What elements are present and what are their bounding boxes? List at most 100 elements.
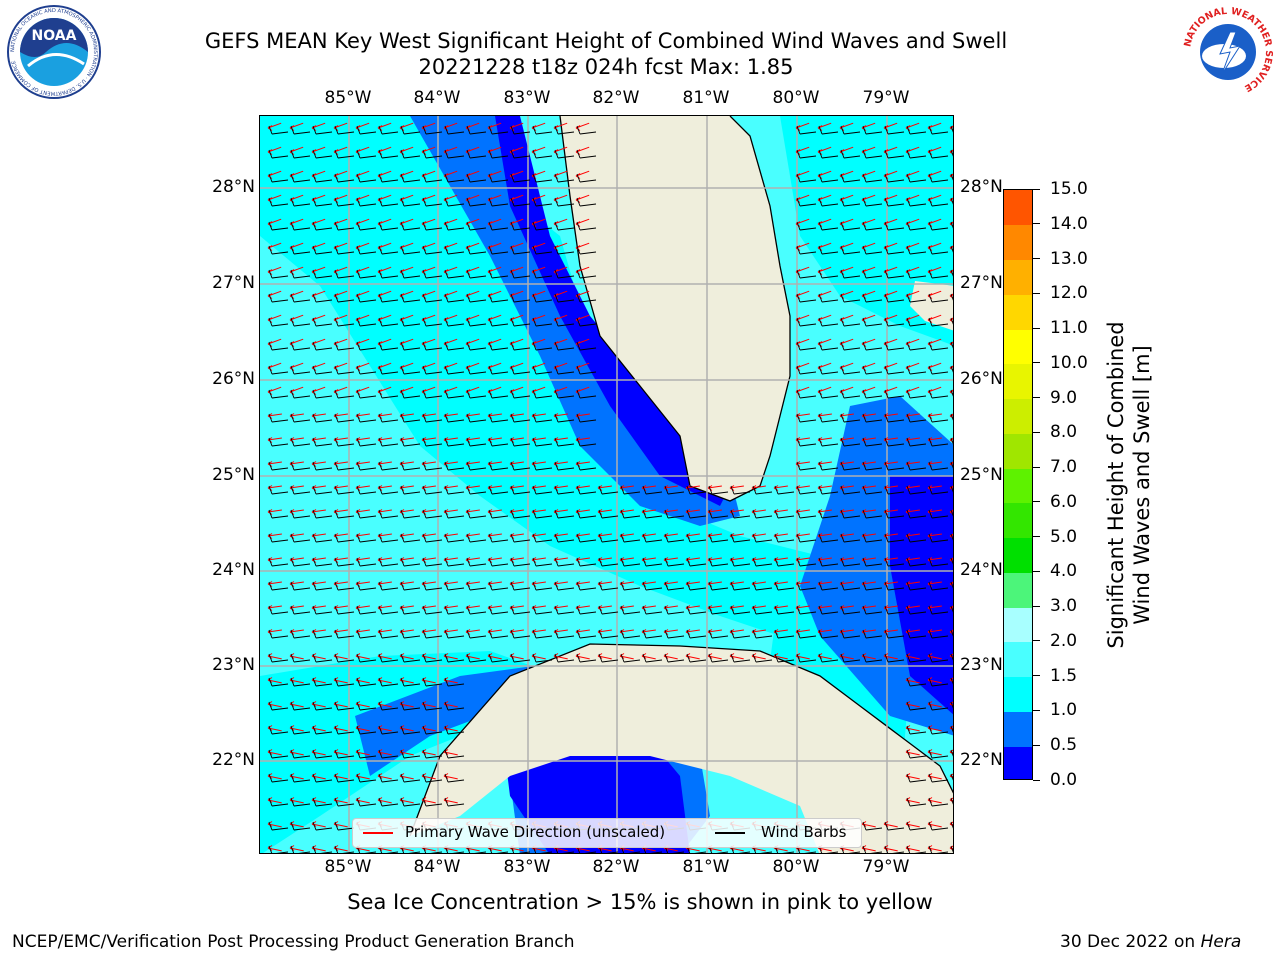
wind-barb [268,125,289,135]
wind-barb [884,581,905,591]
wave-arrow [773,533,788,537]
wind-barb [840,509,861,519]
colorbar-tick-mark [1033,223,1040,225]
wind-barb [840,581,861,591]
wind-barb [532,629,553,639]
wind-barb [928,317,949,327]
wind-barb [268,725,289,735]
wind-barb [422,701,443,711]
wave-arrow [905,557,920,561]
wind-barb [796,365,817,375]
wind-barb [796,341,817,351]
wind-barb [708,605,729,615]
wind-barb [950,509,953,517]
wind-barb [598,629,619,639]
wind-barb [268,149,289,159]
wind-barb [356,389,377,399]
wind-barb [576,389,597,399]
wind-barb [488,581,509,591]
wave-arrow [729,605,744,609]
wave-arrow [355,437,370,441]
wind-barb [686,629,707,639]
wind-barb [862,197,883,207]
wind-barb [554,437,575,447]
wind-barb [444,293,465,303]
wind-barb [466,485,487,495]
wave-arrow [289,557,304,561]
colorbar-tick-label: 6.0 [1050,491,1078,512]
wave-arrow [377,509,392,513]
colorbar-segment [1004,398,1032,434]
wind-barb [312,509,333,519]
wave-arrow [333,629,348,633]
wind-barb [818,413,839,423]
wind-barb [422,221,443,231]
wind-barb [796,629,817,639]
cuba-land [410,644,953,853]
wave-arrow [333,437,348,441]
wind-barb [532,341,553,351]
wind-barb [510,485,531,495]
wave-arrow [773,629,788,633]
wind-barb [840,341,861,351]
cuba-coastline [409,643,953,837]
wind-barb [466,605,487,615]
wind-barb [400,509,421,519]
sea-ice-note: Sea Ice Concentration > 15% is shown in … [347,890,933,914]
wave-arrow [267,413,282,417]
wave-arrow [949,583,953,585]
wind-barb [752,485,773,495]
wind-barb [400,221,421,231]
colorbar-tick-mark [1033,258,1040,260]
wind-barb [510,653,531,663]
wind-barb [422,173,443,183]
wind-barb [950,773,953,781]
wind-barb [796,437,817,447]
wind-barb [752,629,773,639]
wave-arrow [575,581,590,585]
wind-barb [466,629,487,639]
wind-barb [686,533,707,543]
wave-band-0.0-east [890,476,953,715]
wave-arrow [861,413,876,417]
colorbar-segment [1004,259,1032,295]
colorbar-segment [1004,190,1032,226]
wind-barb [268,773,289,783]
wave-arrow [751,557,766,561]
colorbar-tick-mark [1033,675,1040,677]
wind-barb [334,749,355,759]
wind-barb [620,653,641,663]
colorbar-tick-label: 11.0 [1050,318,1088,339]
wind-barb [928,725,949,735]
wave-arrow [817,413,832,417]
wind-barb [466,557,487,567]
wind-barb [488,413,509,423]
map-legend: Primary Wave Direction (unscaled) Wind B… [352,818,862,848]
wind-barb [906,269,927,279]
wave-arrow [641,485,656,489]
colorbar-tick-mark [1033,744,1040,746]
wind-barb [312,629,333,639]
wind-barb [488,509,509,519]
wind-barb [444,461,465,471]
wind-barb [532,245,553,255]
wind-barb [334,629,355,639]
wind-barb [554,269,575,279]
wind-barb [554,173,575,183]
wind-barb [906,125,927,135]
wind-barb [576,269,597,279]
wave-arrow [729,557,744,561]
lat-tick-label: 25°N [212,465,255,485]
wave-arrow [795,533,810,537]
wind-barb [312,125,333,135]
wind-barb [950,149,953,157]
wind-barb [642,653,663,663]
wind-barb [796,173,817,183]
wave-arrow [333,413,348,417]
wind-barb [576,245,597,255]
wind-barb [862,341,883,351]
wind-barb [444,197,465,207]
wind-barb [928,413,949,423]
colorbar-tick-mark [1033,397,1040,399]
wind-barb [400,773,421,783]
